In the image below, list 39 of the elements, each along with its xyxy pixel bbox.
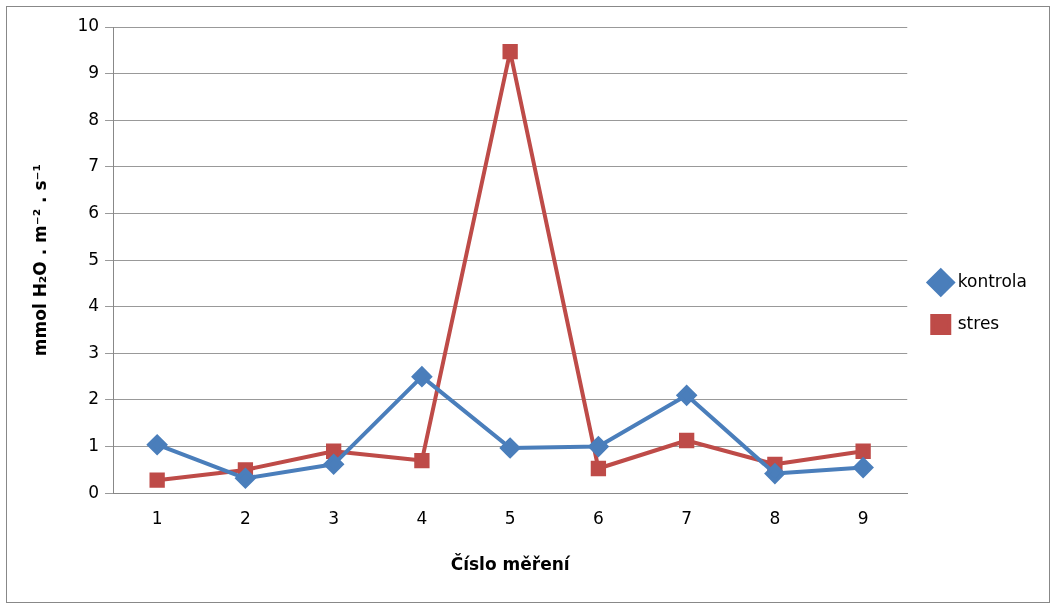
point: [502, 44, 518, 60]
x-axis-title: Číslo měření: [450, 553, 571, 575]
x-tick-label: 2: [239, 507, 251, 528]
point: [764, 463, 785, 484]
point: [500, 437, 521, 458]
point: [323, 454, 344, 475]
x-tick-label: 7: [681, 507, 693, 528]
point: [149, 472, 165, 488]
point: [853, 457, 874, 478]
point: [676, 385, 697, 406]
y-tick-label: 2: [88, 388, 100, 409]
y-tick-label: 10: [77, 15, 100, 36]
point: [588, 436, 609, 457]
y-tick-label: 9: [88, 62, 100, 83]
point: [590, 460, 607, 477]
y-tick-label: 1: [88, 435, 100, 455]
y-tick-label: 0: [88, 481, 100, 502]
y-tick-label: 7: [88, 155, 100, 176]
legend-label: stres: [957, 312, 1000, 333]
x-tick-label: 6: [592, 507, 604, 528]
point: [855, 443, 871, 459]
y-tick-label: 5: [88, 248, 100, 269]
x-tick-label: 8: [769, 507, 781, 528]
x-tick-label: 4: [416, 507, 428, 528]
point: [411, 366, 432, 387]
point: [414, 452, 430, 469]
x-tick-label: 9: [857, 507, 869, 528]
point: [147, 434, 168, 455]
x-tick-label: 5: [504, 507, 516, 528]
point: [235, 468, 256, 489]
point: [678, 432, 695, 449]
y-tick-label: 3: [88, 341, 100, 362]
y-tick-label: 8: [88, 108, 100, 129]
x-tick-label: 3: [328, 507, 340, 528]
y-axis-title: mmol H₂O . m⁻² . s⁻¹: [29, 163, 50, 357]
y-tick-label: 6: [88, 201, 100, 222]
legend-label: kontrola: [957, 270, 1028, 291]
y-tick-label: 4: [88, 295, 100, 316]
x-tick-label: 1: [151, 507, 163, 528]
